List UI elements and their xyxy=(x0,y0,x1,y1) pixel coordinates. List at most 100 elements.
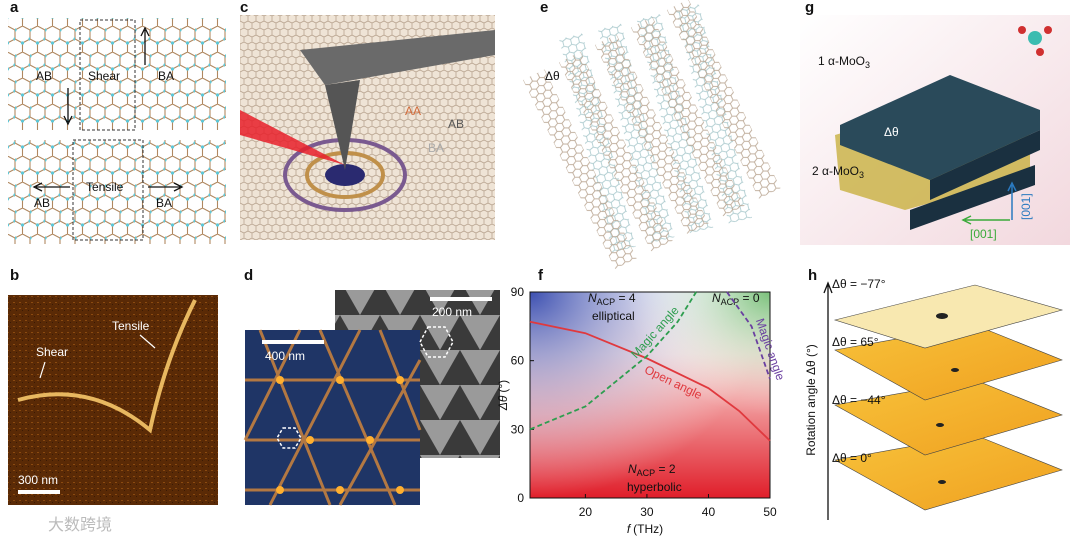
label: Shear xyxy=(88,69,120,83)
lattice xyxy=(8,18,226,130)
panel-label: f xyxy=(538,267,544,284)
y-tick-label: 30 xyxy=(511,422,525,436)
annotation: elliptical xyxy=(592,309,635,323)
lattice xyxy=(8,140,226,244)
x-tick-label: 50 xyxy=(763,505,777,519)
x-tick-label: 20 xyxy=(579,505,593,519)
series-line xyxy=(529,291,697,431)
label: AB xyxy=(448,117,464,131)
label: Δθ = −44° xyxy=(832,393,886,407)
plane xyxy=(833,284,1064,349)
domain-wall xyxy=(17,299,197,434)
text: = 0 xyxy=(739,291,760,305)
scale-bar xyxy=(18,490,60,494)
panel-label: b xyxy=(10,267,19,284)
panel-c: AA AB BA xyxy=(240,15,495,240)
label: Δθ = 65° xyxy=(832,335,879,349)
x-axis-label: f (THz) xyxy=(627,522,663,536)
y-tick-label: 90 xyxy=(511,285,525,299)
series-line xyxy=(726,291,771,380)
label: BA xyxy=(428,141,444,155)
ribbon xyxy=(666,0,781,199)
panel-b: Tensile Shear 300 nm xyxy=(8,295,218,505)
text: = 4 xyxy=(615,291,636,305)
x-tick-label: 30 xyxy=(640,505,654,519)
nodes xyxy=(276,376,404,494)
panel-h: Rotation angle Δθ (°) Δθ = −77° Δθ = 65°… xyxy=(804,277,1064,520)
label: AA xyxy=(405,104,421,118)
molecule xyxy=(1036,48,1044,56)
axes-frame xyxy=(529,291,771,499)
laser xyxy=(240,110,345,165)
y-axis-label: Δθ (°) xyxy=(496,380,510,411)
spot xyxy=(936,423,944,427)
ring xyxy=(325,164,365,186)
annotation: NACP = 0 xyxy=(712,291,760,307)
spot xyxy=(938,480,946,484)
subscript: ACP xyxy=(721,297,740,307)
x-axis-unit: (THz) xyxy=(633,522,663,536)
layer-1-side xyxy=(930,130,1040,200)
label: [001] xyxy=(1019,193,1033,220)
annotation: NACP = 4 xyxy=(588,291,636,307)
background xyxy=(530,292,770,498)
label: AB xyxy=(36,69,52,83)
panel-label: e xyxy=(540,0,548,16)
label: AB xyxy=(34,196,50,210)
panel-a: AB Shear BA AB Tensile BA xyxy=(8,18,226,244)
layer-2-side xyxy=(910,165,1035,230)
label: 400 nm xyxy=(265,349,305,363)
annotation: hyperbolic xyxy=(627,480,682,494)
scale-bar xyxy=(430,297,492,301)
label: BA xyxy=(158,69,174,83)
axis-label: Rotation angle Δθ (°) xyxy=(804,344,818,456)
axis-arrow xyxy=(1007,181,1017,220)
annotation: NACP = 2 xyxy=(628,462,676,478)
tip xyxy=(325,80,360,170)
label: 1 α-MoO3 xyxy=(818,54,870,70)
ribbon xyxy=(559,52,673,252)
text: = 2 xyxy=(655,462,676,476)
subscript: ACP xyxy=(637,468,656,478)
panel-labels: a b c d e f g h xyxy=(10,0,817,284)
subscript: ACP xyxy=(597,297,616,307)
x-axis-symbol: f xyxy=(627,522,632,536)
ribbon xyxy=(630,16,745,217)
spot xyxy=(936,313,948,319)
panel-g: 1 α-MoO3 2 α-MoO3 Δθ [001] [001] xyxy=(800,15,1070,245)
label: Δθ xyxy=(884,125,899,139)
panel-label: h xyxy=(808,267,817,284)
molecule xyxy=(1044,26,1052,34)
panel-label: c xyxy=(240,0,248,16)
label: Tensile xyxy=(86,180,124,194)
label: Shear xyxy=(36,345,68,359)
panel-d: 200 nm 400 nm xyxy=(243,290,500,506)
series-line xyxy=(529,320,771,442)
axis-arrow xyxy=(961,215,1010,225)
y-tick-label: 60 xyxy=(511,354,525,368)
label: Δθ = −77° xyxy=(832,277,886,291)
scale-bar xyxy=(262,340,324,344)
text: 2 α-MoO xyxy=(812,164,859,178)
layer-1 xyxy=(840,75,1040,180)
y-tick-label: 0 xyxy=(517,491,524,505)
symbol: N xyxy=(588,291,597,305)
label: Δθ xyxy=(545,69,560,83)
symbol: N xyxy=(628,462,637,476)
box xyxy=(79,19,136,131)
molecule xyxy=(1018,26,1026,34)
panel-label: a xyxy=(10,0,19,16)
ribbon xyxy=(594,34,709,234)
box xyxy=(72,139,144,241)
subscript: 3 xyxy=(865,60,870,70)
x-tick-label: 40 xyxy=(702,505,716,519)
subscript: 3 xyxy=(859,170,864,180)
label: 2 α-MoO3 xyxy=(812,164,864,180)
label: [001] xyxy=(970,227,997,241)
molecule xyxy=(1028,31,1042,45)
watermark: 大数跨境 xyxy=(48,515,112,534)
label: 300 nm xyxy=(18,473,58,487)
spot xyxy=(951,368,959,372)
cantilever xyxy=(300,30,495,85)
